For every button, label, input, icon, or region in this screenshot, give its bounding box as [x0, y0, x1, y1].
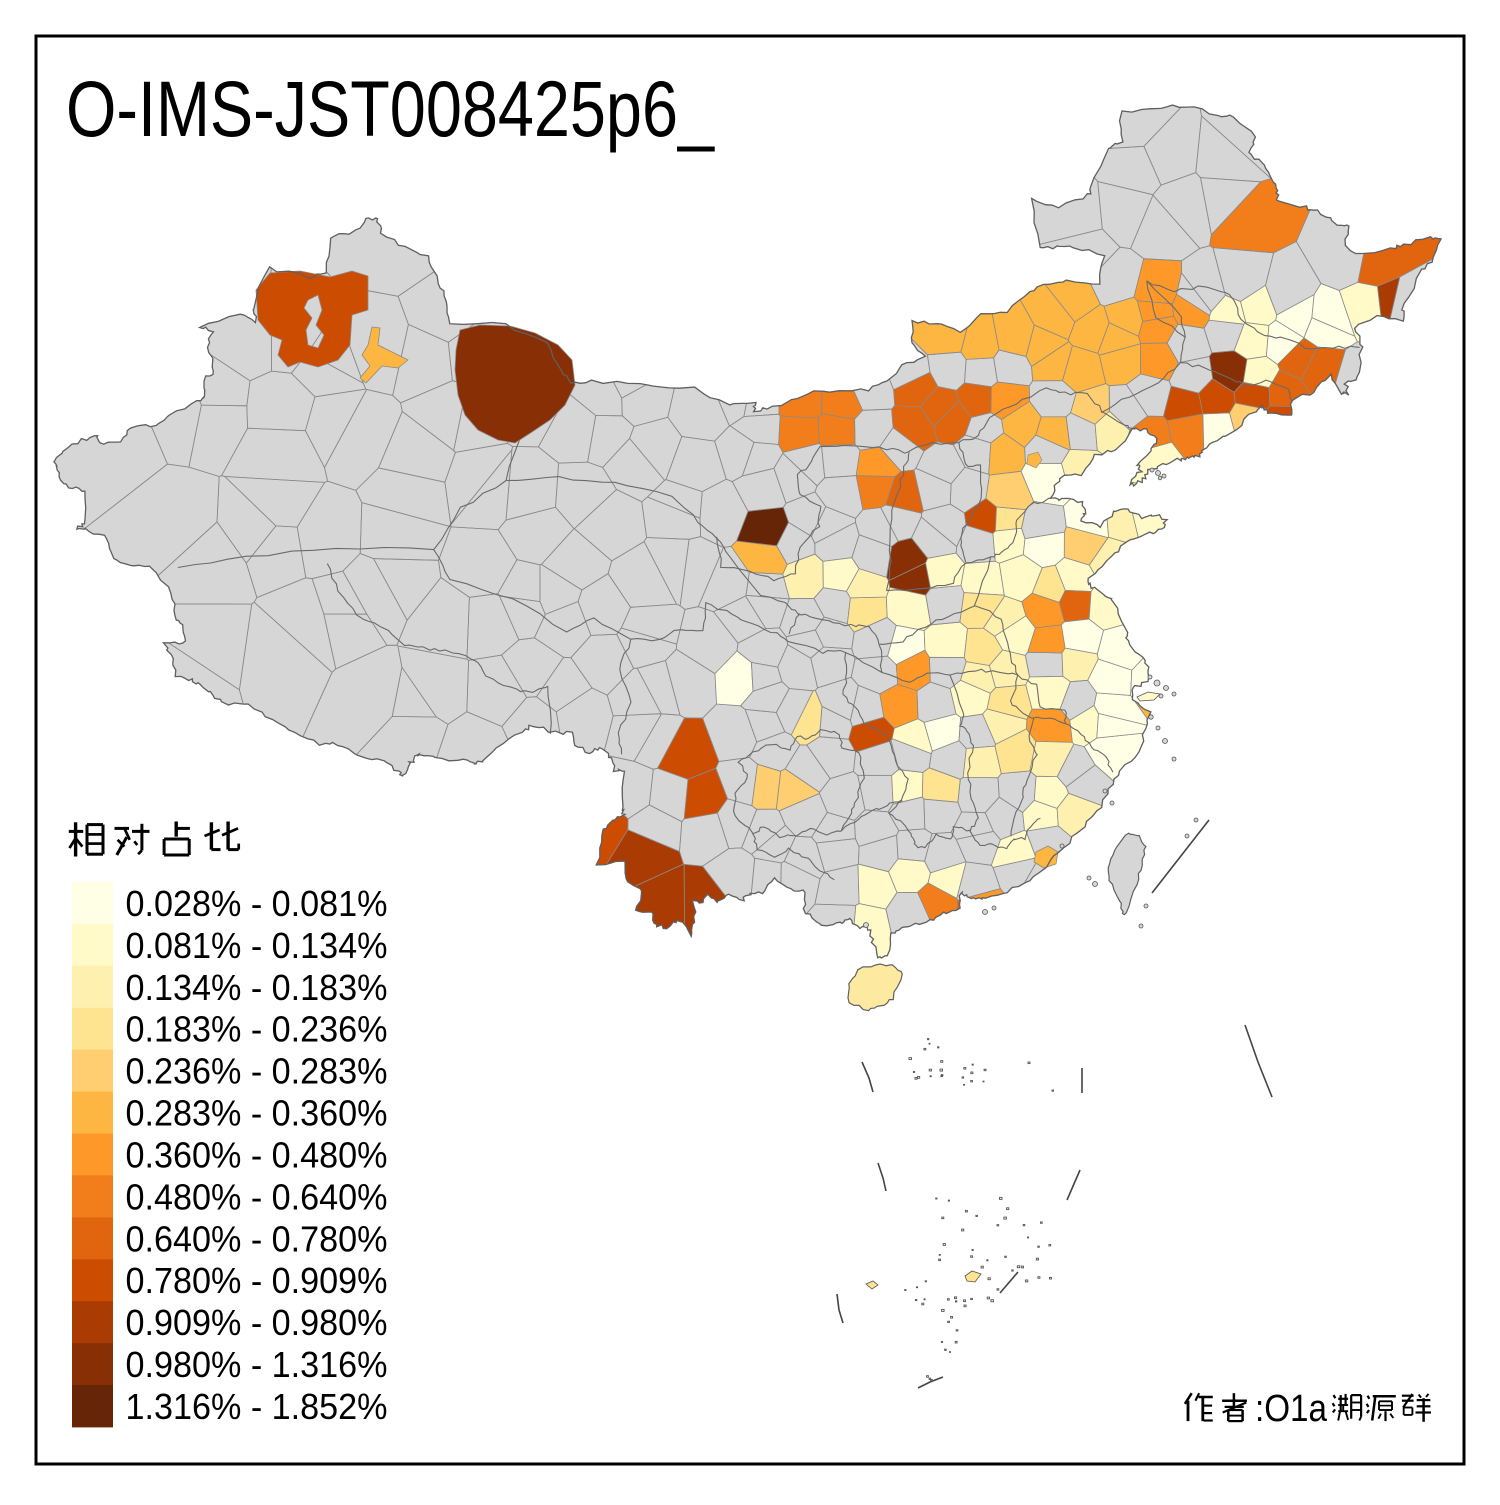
svg-text:0.780% - 0.909%: 0.780% - 0.909%	[126, 1260, 388, 1301]
svg-text:0.360% - 0.480%: 0.360% - 0.480%	[126, 1135, 388, 1176]
svg-text:0.909% - 0.980%: 0.909% - 0.980%	[126, 1302, 388, 1343]
svg-text:1.316% - 1.852%: 1.316% - 1.852%	[126, 1386, 388, 1427]
svg-text:0.283% - 0.360%: 0.283% - 0.360%	[126, 1093, 388, 1134]
svg-text:0.028% - 0.081%: 0.028% - 0.081%	[126, 883, 388, 924]
svg-text:0.640% - 0.780%: 0.640% - 0.780%	[126, 1218, 388, 1259]
svg-text:0.480% - 0.640%: 0.480% - 0.640%	[126, 1176, 388, 1217]
svg-text:0.134% - 0.183%: 0.134% - 0.183%	[126, 967, 388, 1008]
svg-text:0.183% - 0.236%: 0.183% - 0.236%	[126, 1009, 388, 1050]
svg-text:0.980% - 1.316%: 0.980% - 1.316%	[126, 1344, 388, 1385]
svg-text:0.081% - 0.134%: 0.081% - 0.134%	[126, 925, 388, 966]
svg-text:O-IMS-JST008425p6_: O-IMS-JST008425p6_	[66, 64, 715, 153]
svg-text::O1a: :O1a	[1255, 1388, 1328, 1430]
svg-text:0.236% - 0.283%: 0.236% - 0.283%	[126, 1051, 388, 1092]
